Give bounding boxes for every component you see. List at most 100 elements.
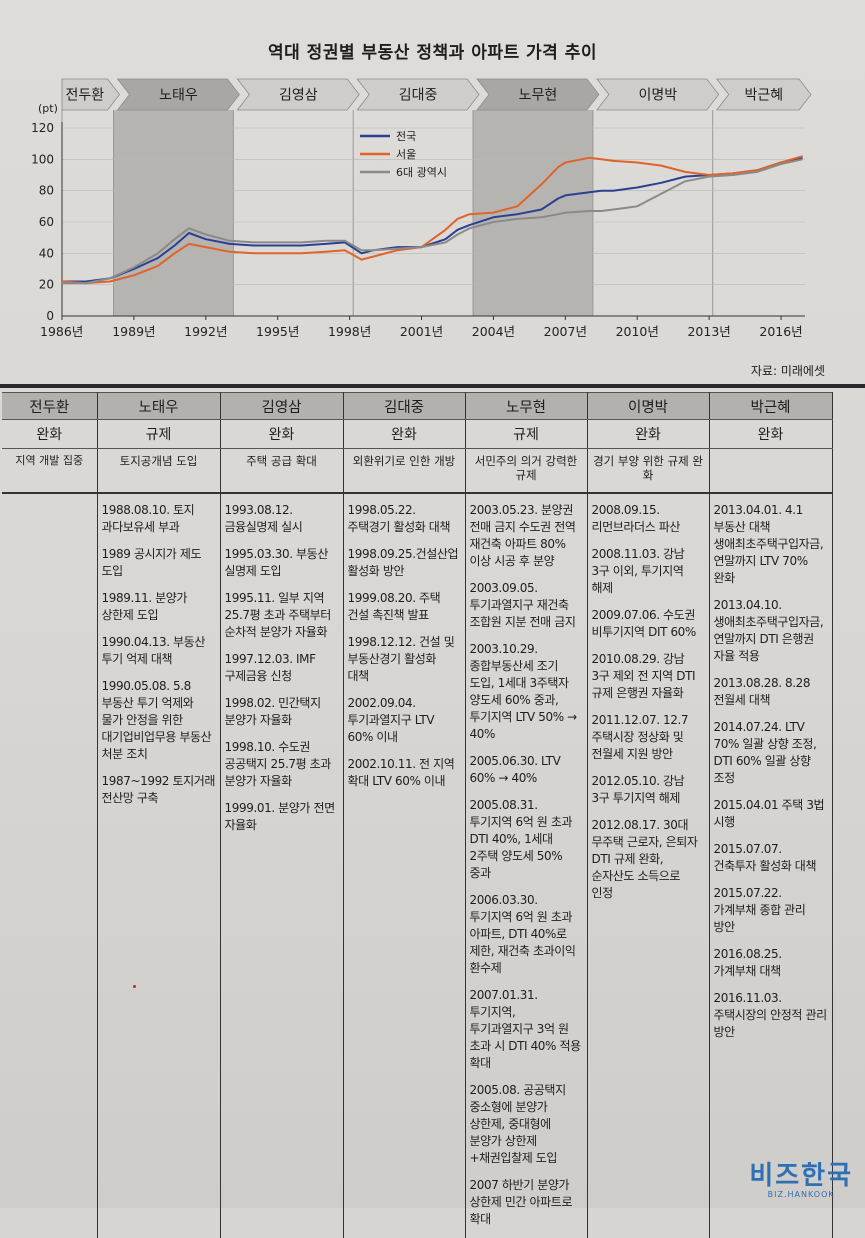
policy-event: 2002.10.11. 전 지역 확대 LTV 60% 이내 bbox=[347, 757, 455, 788]
x-tick-label: 2004년 bbox=[472, 324, 515, 339]
x-tick-label: 1992년 bbox=[184, 324, 227, 339]
era-label: 이명박 bbox=[638, 88, 677, 104]
logo-subtext: BIZ.HANKOOK bbox=[767, 1190, 835, 1199]
era-header-arrow bbox=[476, 78, 600, 111]
publisher-logo: 비즈한국 BIZ.HANKOOK bbox=[749, 1162, 853, 1199]
policy-event: 1998.09.25.건설산업 활성화 방안 bbox=[347, 547, 459, 578]
print-speck bbox=[133, 985, 136, 988]
policy-event: 1998.10. 수도권 공공택지 25.7평 초과 분양가 자율화 bbox=[224, 740, 332, 788]
era-label: 전두환 bbox=[65, 88, 104, 104]
policy-summary: 지역 개발 집중 bbox=[2, 448, 98, 494]
x-tick-label: 1998년 bbox=[328, 324, 371, 339]
policy-event: 2016.08.25. 가계부채 대책 bbox=[713, 947, 783, 978]
era-header-arrow bbox=[61, 78, 121, 111]
policy-event: 2003.10.29. 종합부동산세 조기 도입, 1세대 3주택자 양도세 6… bbox=[469, 642, 578, 741]
summary-row: 지역 개발 집중 토지공개념 도입 주택 공급 확대 외환위기로 인한 개방 서… bbox=[2, 448, 833, 494]
era-band bbox=[113, 110, 234, 316]
policy-table: 전두환 노태우 김영삼 김대중 노무현 이명박 박근혜 완화 규제 완화 완화 … bbox=[2, 392, 833, 1238]
policy-event: 2013.04.01. 4.1 부동산 대책 생애최초주택구입자금, 연말까지 … bbox=[713, 503, 824, 585]
regime-name: 이명박 bbox=[586, 392, 710, 420]
price-trend-chart: 전두환 노태우 김영삼 김대중 노무현 이명박 박근혜 0 20 40 60 80 100 120 (pt… bbox=[31, 78, 812, 339]
events-cell: 2003.05.23. 분양권 전매 금지 수도권 전역 재건축 아파트 80%… bbox=[464, 493, 588, 1238]
policy-event: 1989.11. 분양가 상한제 도입 bbox=[101, 591, 188, 622]
policy-event: 2014.07.24. LTV 70% 일괄 상향 조정, DTI 60% 일괄… bbox=[713, 720, 817, 785]
events-cell bbox=[2, 493, 98, 1238]
policy-stance: 규제 bbox=[464, 419, 588, 449]
policy-event: 2008.11.03. 강남 3구 이외, 투기지역 해제 bbox=[591, 547, 685, 595]
regime-name: 노태우 bbox=[96, 392, 221, 420]
policy-event: 2007 하반기 분양가 상한제 민간 아파트로 확대 bbox=[469, 1178, 573, 1226]
era-bands bbox=[61, 110, 714, 316]
policy-event: 2005.08. 공공택지 중소형에 분양가 상한제, 중대형에 분양가 상한제… bbox=[469, 1083, 567, 1165]
events-cell: 2008.09.15. 리먼브라더스 파산 2008.11.03. 강남 3구 이… bbox=[586, 493, 710, 1238]
y-tick-label: 80 bbox=[39, 184, 54, 198]
x-tick-label: 2001년 bbox=[400, 324, 443, 339]
policy-stance: 완화 bbox=[708, 419, 833, 449]
policy-event: 2013.04.10. 생애최초주택구입자금, 연말까지 DTI 은행권 자율 … bbox=[713, 598, 824, 663]
policy-event: 2016.11.03. 주택시장의 안정적 관리 방안 bbox=[713, 991, 828, 1039]
x-tick-label: 2013년 bbox=[687, 324, 730, 339]
y-tick-label: 0 bbox=[46, 309, 54, 323]
policy-stance: 완화 bbox=[219, 419, 344, 449]
regime-name: 노무현 bbox=[464, 392, 588, 420]
era-label: 박근혜 bbox=[745, 88, 784, 104]
policy-event: 2013.08.28. 8.28 전월세 대책 bbox=[713, 676, 811, 707]
chart-title: 역대 정권별 부동산 정책과 아파트 가격 추이 bbox=[267, 43, 598, 63]
era-header-arrow bbox=[356, 78, 480, 111]
policy-event: 2010.08.29. 강남 3구 제외 전 지역 DTI 규제 은행권 자율화 bbox=[591, 652, 696, 700]
policy-stance: 완화 bbox=[342, 419, 466, 449]
series-lines bbox=[61, 155, 803, 285]
era-header: 전두환 노태우 김영삼 김대중 노무현 이명박 박근혜 bbox=[61, 78, 812, 111]
regime-name: 박근혜 bbox=[708, 392, 833, 420]
policy-event: 1998.12.12. 건설 및 부동산경기 활성화 대책 bbox=[347, 635, 455, 683]
events-row: 1988.08.10. 토지 과다보유세 부과 1989 공시지가 제도 도입 19… bbox=[2, 493, 833, 1238]
policy-event: 2012.05.10. 강남 3구 투기지역 해제 bbox=[591, 774, 685, 805]
legend-label: 6대 광역시 bbox=[396, 166, 447, 179]
logo-text: 비즈한국 bbox=[749, 1161, 853, 1191]
x-tick-label: 1989년 bbox=[112, 324, 155, 339]
policy-event: 1987~1992 토지거래 전산망 구축 bbox=[101, 774, 216, 805]
policy-event: 2012.08.17. 30대 무주택 근로자, 은퇴자 DTI 규제 완화, … bbox=[591, 818, 698, 900]
era-label: 김영삼 bbox=[279, 88, 318, 104]
policy-summary bbox=[708, 448, 833, 494]
policy-event: 2015.07.07. 건축투자 활성화 대책 bbox=[713, 842, 817, 873]
x-tick-label: 1995년 bbox=[256, 324, 299, 339]
policy-summary: 외환위기로 인한 개방 bbox=[342, 448, 466, 494]
events-cell: 1993.08.12. 금융실명제 실시 1995.03.30. 부동산 실명제 … bbox=[219, 493, 344, 1238]
policy-event: 1993.08.12. 금융실명제 실시 bbox=[224, 503, 303, 534]
policy-event: 1988.08.10. 토지 과다보유세 부과 bbox=[101, 503, 195, 534]
policy-event: 2015.07.22. 가계부채 종합 관리 방안 bbox=[713, 886, 806, 934]
series-line-1 bbox=[62, 156, 803, 283]
series-line-3 bbox=[62, 158, 803, 285]
policy-event: 2011.12.07. 12.7 주택시장 정상화 및 전월세 지원 방안 bbox=[591, 713, 689, 761]
stance-row: 완화 규제 완화 완화 규제 완화 완화 bbox=[2, 419, 833, 449]
policy-event: 1995.11. 일부 지역 25.7평 초과 주택부터 순차적 분양가 자율화 bbox=[224, 591, 332, 639]
policy-event: 1989 공시지가 제도 도입 bbox=[101, 547, 202, 578]
policy-event: 2002.09.04. 투기과열지구 LTV 60% 이내 bbox=[347, 696, 435, 744]
policy-stance: 규제 bbox=[96, 419, 221, 449]
regime-name: 김대중 bbox=[342, 392, 466, 420]
x-tick-label: 1986년 bbox=[40, 324, 83, 339]
policy-event: 1995.03.30. 부동산 실명제 도입 bbox=[224, 547, 329, 578]
policy-event: 1999.08.20. 주택 건설 촉진책 발표 bbox=[347, 591, 441, 622]
legend-label: 서울 bbox=[396, 148, 416, 161]
legend-label: 전국 bbox=[396, 130, 416, 143]
section-divider bbox=[0, 384, 865, 388]
policy-event: 2003.05.23. 분양권 전매 금지 수도권 전역 재건축 아파트 80%… bbox=[469, 503, 576, 568]
policy-event: 1990.05.08. 5.8 부동산 투기 억제와 물가 안정을 위한 대기업… bbox=[101, 679, 212, 761]
source-note: 자료: 미래에셋 bbox=[750, 364, 825, 378]
policy-summary: 서민주의 의거 강력한 규제 bbox=[464, 448, 588, 494]
regime-name: 김영삼 bbox=[219, 392, 344, 420]
policy-event: 2005.06.30. LTV 60% → 40% bbox=[469, 754, 561, 785]
x-tick-label: 2007년 bbox=[544, 324, 587, 339]
policy-summary: 경기 부양 위한 규제 완화 bbox=[586, 448, 710, 494]
y-tick-label: 120 bbox=[31, 121, 54, 135]
x-tick-label: 2016년 bbox=[759, 324, 802, 339]
y-tick-label: 100 bbox=[31, 152, 54, 166]
era-header-arrow bbox=[596, 78, 720, 111]
policy-event: 1999.01. 분양가 전면 자율화 bbox=[224, 801, 336, 832]
policy-event: 2003.09.05. 투기과열지구 재건축 조합원 지분 전매 금지 bbox=[469, 581, 576, 629]
policy-summary: 토지공개념 도입 bbox=[96, 448, 221, 494]
